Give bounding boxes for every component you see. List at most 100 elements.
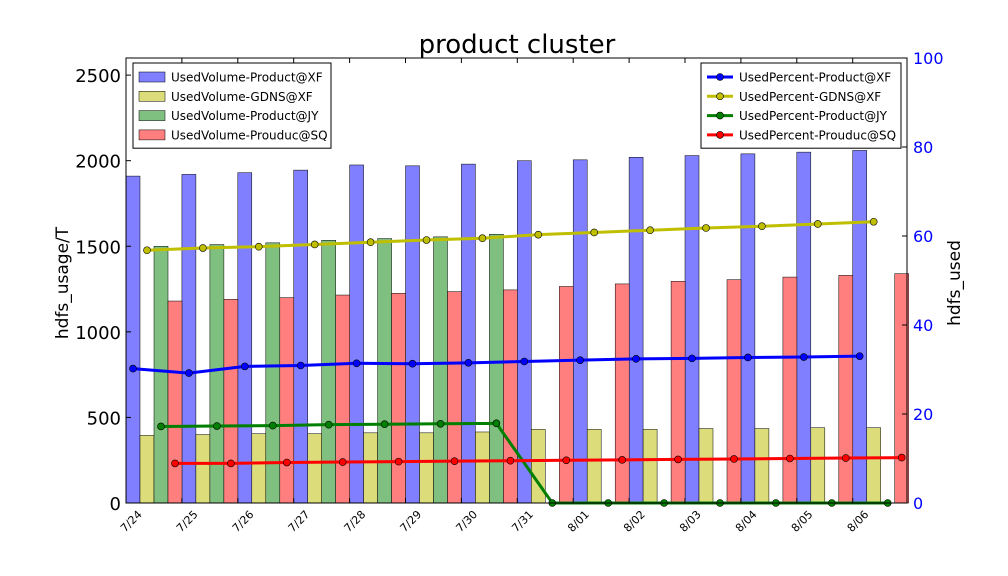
legend-bars: UsedVolume-Product@XF UsedVolume-GDNS@XF U… bbox=[132, 62, 332, 149]
data-point bbox=[380, 420, 389, 429]
y2-tick-label: 60 bbox=[913, 227, 933, 246]
data-point bbox=[590, 228, 599, 237]
y-tick-label: 1500 bbox=[75, 237, 121, 258]
y2-tick-label: 0 bbox=[913, 494, 923, 513]
chart-title: product cluster bbox=[419, 30, 616, 60]
data-point bbox=[618, 456, 627, 464]
data-point bbox=[241, 362, 249, 371]
bar bbox=[279, 297, 295, 504]
bar bbox=[628, 157, 644, 504]
bar bbox=[349, 164, 364, 504]
bar bbox=[195, 434, 211, 504]
bar bbox=[419, 432, 434, 504]
y2-tick-label: 20 bbox=[913, 405, 933, 424]
data-point bbox=[296, 361, 305, 370]
bar bbox=[139, 435, 155, 504]
bar bbox=[670, 281, 686, 504]
bar bbox=[405, 165, 420, 504]
data-point bbox=[576, 356, 585, 364]
data-point bbox=[744, 353, 752, 362]
data-point bbox=[478, 234, 487, 243]
data-point bbox=[143, 246, 151, 255]
legend-label: UsedVolume-Prouduc@SQ bbox=[171, 128, 328, 142]
data-point bbox=[632, 355, 640, 363]
legend-label: UsedVolume-GDNS@XF bbox=[171, 90, 313, 104]
legend-lines: UsedPercent-Product@XF UsedPercent-GDNS@X… bbox=[700, 62, 902, 149]
data-point bbox=[855, 352, 864, 360]
legend-label: UsedPercent-Product@XF bbox=[739, 71, 891, 85]
bar bbox=[447, 291, 462, 504]
bar bbox=[642, 429, 658, 504]
y-tick-label: 0 bbox=[110, 494, 121, 515]
x-tick-label: 7/26 bbox=[230, 508, 257, 535]
data-point bbox=[730, 455, 738, 463]
legend-marker bbox=[716, 92, 724, 101]
bar bbox=[293, 169, 308, 504]
legend-swatch bbox=[138, 91, 166, 102]
legend-marker bbox=[716, 73, 724, 81]
data-point bbox=[646, 226, 654, 235]
legend-marker bbox=[716, 111, 724, 120]
bar bbox=[335, 294, 350, 504]
x-tick-label: 7/28 bbox=[342, 508, 369, 535]
data-point bbox=[310, 240, 319, 249]
bar bbox=[517, 160, 532, 504]
bar bbox=[461, 163, 476, 504]
x-tick-label: 8/04 bbox=[733, 508, 760, 535]
bar bbox=[754, 428, 770, 504]
data-point bbox=[841, 454, 850, 462]
data-point bbox=[394, 457, 403, 466]
x-tick-label: 7/29 bbox=[398, 508, 425, 535]
bar bbox=[684, 155, 700, 504]
bar bbox=[391, 293, 406, 504]
legend-swatch bbox=[138, 110, 166, 121]
bar bbox=[475, 431, 490, 504]
x-tick-label: 8/05 bbox=[789, 508, 816, 535]
y2-tick-label: 100 bbox=[913, 49, 944, 68]
series-line bbox=[146, 220, 874, 252]
bar bbox=[181, 174, 197, 504]
data-point bbox=[185, 369, 193, 377]
data-point bbox=[157, 422, 165, 431]
x-tick-label: 7/24 bbox=[118, 508, 145, 535]
bar bbox=[810, 427, 826, 504]
data-point bbox=[688, 354, 696, 363]
bar bbox=[726, 279, 742, 504]
data-point bbox=[492, 419, 501, 428]
bar bbox=[237, 172, 253, 504]
x-tick-label: 8/01 bbox=[565, 508, 592, 535]
bar bbox=[559, 286, 574, 504]
bar bbox=[586, 429, 602, 504]
legend-box bbox=[700, 62, 902, 149]
x-tick-label: 7/25 bbox=[174, 508, 201, 535]
legend-swatch bbox=[138, 71, 166, 83]
data-point bbox=[758, 222, 766, 231]
data-point bbox=[199, 244, 207, 252]
data-point bbox=[352, 359, 361, 368]
data-point bbox=[338, 458, 347, 466]
data-point bbox=[813, 220, 822, 228]
data-point bbox=[674, 455, 682, 464]
data-point bbox=[408, 359, 417, 368]
bar bbox=[167, 300, 183, 504]
y-axis-label: hdfs_usage/T bbox=[53, 226, 73, 339]
bar bbox=[866, 427, 881, 504]
bar bbox=[307, 433, 322, 504]
bar bbox=[363, 432, 378, 504]
x-tick-label: 8/06 bbox=[845, 508, 872, 535]
legend-label: UsedVolume-Product@XF bbox=[171, 71, 323, 85]
bar bbox=[572, 159, 588, 504]
data-point bbox=[520, 357, 529, 366]
bar bbox=[125, 175, 141, 504]
data-point bbox=[897, 453, 906, 462]
data-point bbox=[254, 242, 263, 251]
bar bbox=[614, 283, 630, 504]
y2-tick-label: 40 bbox=[913, 316, 933, 335]
data-point bbox=[282, 458, 291, 467]
data-point bbox=[450, 457, 459, 465]
data-point bbox=[227, 459, 235, 468]
x-tick-label: 8/03 bbox=[677, 508, 704, 535]
legend-label: UsedPercent-Product@JY bbox=[739, 109, 888, 123]
bar bbox=[377, 238, 392, 504]
x-tick-label: 7/30 bbox=[453, 508, 480, 535]
